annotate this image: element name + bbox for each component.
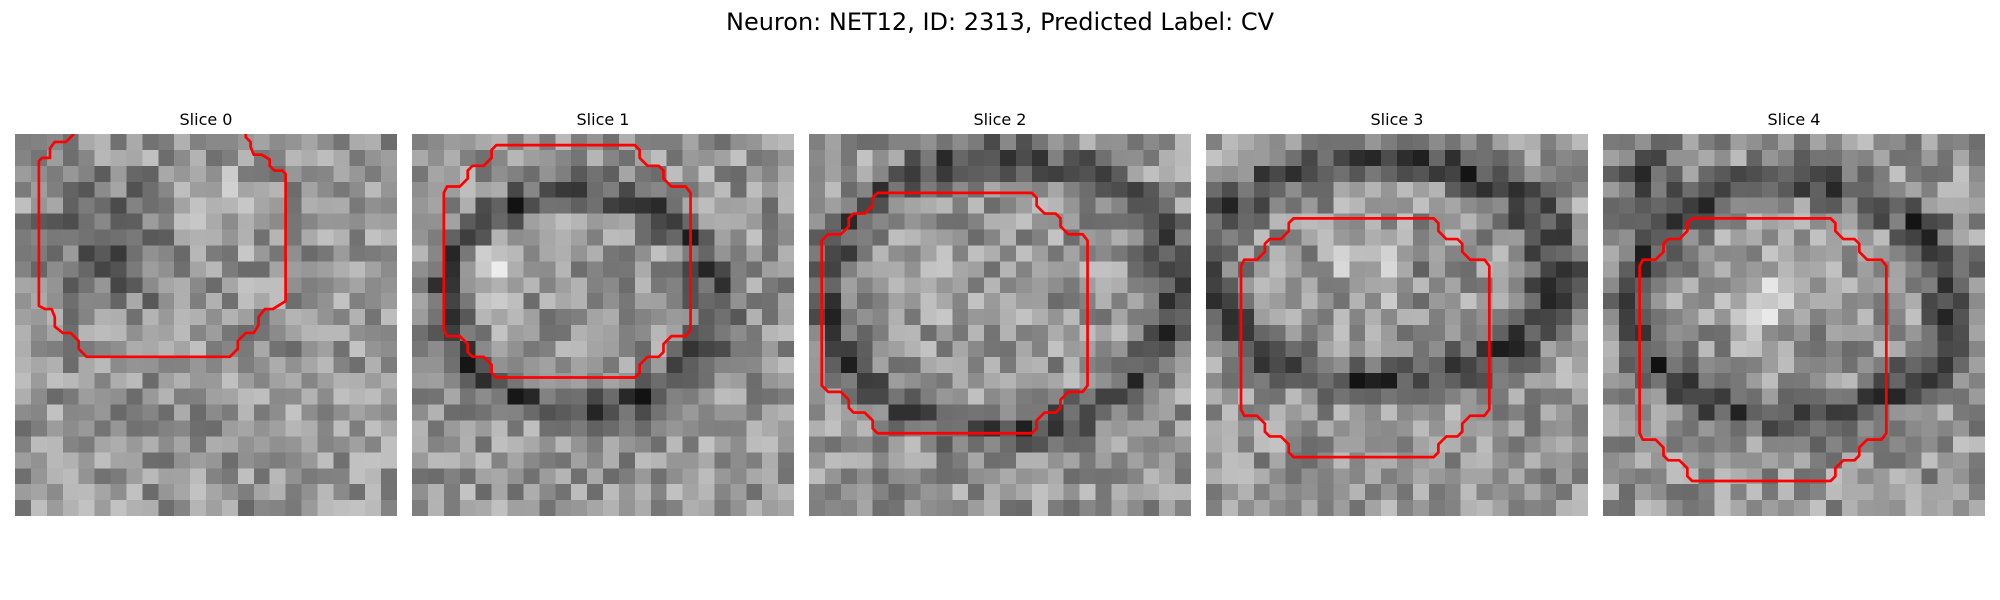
pixel-grid xyxy=(412,134,794,516)
segmentation-contour xyxy=(37,134,287,359)
pixel-grid xyxy=(1206,134,1588,516)
slice-image-4 xyxy=(1603,134,1985,516)
pixel-grid xyxy=(15,134,397,516)
panel-title-slice-0: Slice 0 xyxy=(179,110,233,129)
slice-image-0 xyxy=(15,134,397,516)
segmentation-contour xyxy=(1638,217,1888,483)
panel-title-slice-4: Slice 4 xyxy=(1767,110,1821,129)
slice-image-2 xyxy=(809,134,1191,516)
segmentation-contour xyxy=(820,191,1089,435)
pixel-grid xyxy=(809,134,1191,516)
slice-image-1 xyxy=(412,134,794,516)
segmentation-contour xyxy=(442,143,692,379)
panel-title-slice-1: Slice 1 xyxy=(576,110,630,129)
panel-title-slice-2: Slice 2 xyxy=(973,110,1027,129)
pixel-grid xyxy=(1603,134,1985,516)
segmentation-contour xyxy=(1239,217,1491,459)
figure-title: Neuron: NET12, ID: 2313, Predicted Label… xyxy=(726,8,1274,36)
panel-title-slice-3: Slice 3 xyxy=(1370,110,1424,129)
slice-image-3 xyxy=(1206,134,1588,516)
